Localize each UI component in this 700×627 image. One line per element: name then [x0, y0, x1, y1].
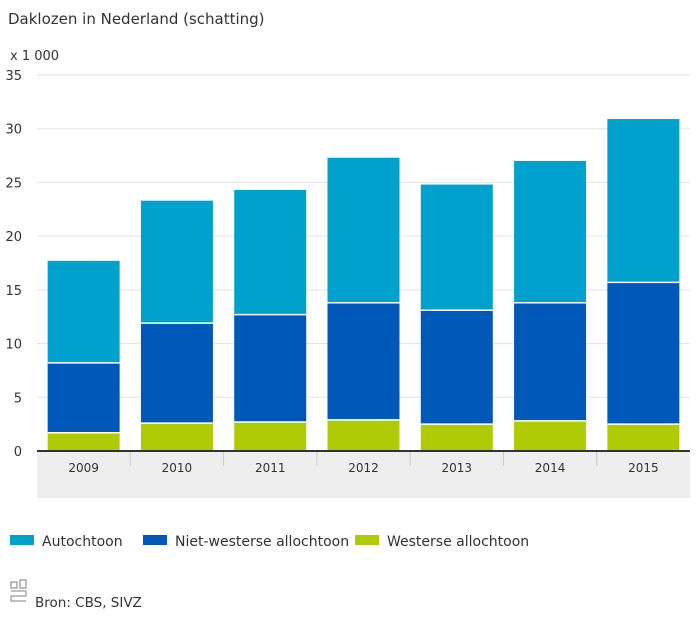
- y-tick-label: 25: [5, 176, 22, 191]
- bar-niet-westerse-allochtoon-2015: [607, 282, 680, 425]
- bar-niet-westerse-allochtoon-2012: [327, 302, 400, 420]
- bar-autochtoon-2012: [327, 157, 400, 303]
- bar-autochtoon-2009: [47, 260, 120, 363]
- y-tick-label: 15: [5, 284, 22, 299]
- bar-westerse-allochtoon-2013: [420, 424, 493, 451]
- legend-label: Westerse allochtoon: [387, 534, 529, 550]
- bars: [47, 119, 680, 451]
- y-axis: 0 5 10 15 20 25 30 35: [5, 69, 22, 460]
- bar-westerse-allochtoon-2012: [327, 419, 400, 451]
- bar-autochtoon-2014: [514, 160, 587, 303]
- bar-niet-westerse-allochtoon-2011: [234, 314, 307, 422]
- y-tick-label: 0: [14, 445, 22, 460]
- legend-label: Autochtoon: [42, 534, 123, 550]
- y-tick-label: 30: [5, 123, 22, 138]
- y-tick-label: 20: [5, 230, 22, 245]
- bar-niet-westerse-allochtoon-2009: [47, 362, 120, 433]
- bar-westerse-allochtoon-2011: [234, 421, 307, 451]
- chart-title: Daklozen in Nederland (schatting): [8, 10, 265, 28]
- bar-autochtoon-2013: [420, 184, 493, 311]
- y-tick-label: 10: [5, 338, 22, 353]
- x-tick-label: 2012: [348, 461, 379, 475]
- bar-niet-westerse-allochtoon-2014: [514, 302, 587, 421]
- bar-autochtoon-2010: [140, 200, 213, 324]
- bar-westerse-allochtoon-2014: [514, 420, 587, 451]
- bar-westerse-allochtoon-2009: [47, 432, 120, 451]
- bar-westerse-allochtoon-2015: [607, 424, 680, 451]
- bar-autochtoon-2011: [234, 189, 307, 315]
- bar-autochtoon-2015: [607, 119, 680, 283]
- legend: Autochtoon Niet-westerse allochtoon Wester…: [10, 534, 529, 550]
- x-axis: 2009 2010 2011 2012 2013 2014 2015: [68, 452, 659, 475]
- legend-swatch: [143, 535, 167, 545]
- x-tick-label: 2010: [162, 461, 193, 475]
- unit-label: x 1 000: [10, 49, 59, 64]
- bar-westerse-allochtoon-2010: [140, 423, 213, 451]
- x-tick-label: 2009: [68, 461, 99, 475]
- x-axis-band: [37, 452, 690, 498]
- legend-label: Niet-westerse allochtoon: [175, 534, 349, 550]
- bar-niet-westerse-allochtoon-2010: [140, 323, 213, 424]
- legend-swatch: [10, 535, 34, 545]
- y-tick-label: 35: [5, 69, 22, 84]
- x-tick-label: 2011: [255, 461, 286, 475]
- y-tick-label: 5: [14, 391, 22, 406]
- source-note: Bron: CBS, SIVZ: [35, 595, 142, 611]
- x-tick-label: 2013: [442, 461, 473, 475]
- bar-niet-westerse-allochtoon-2013: [420, 310, 493, 425]
- legend-swatch: [355, 535, 379, 545]
- cbs-logo-icon: [10, 579, 27, 602]
- x-tick-label: 2014: [535, 461, 566, 475]
- x-tick-label: 2015: [628, 461, 659, 475]
